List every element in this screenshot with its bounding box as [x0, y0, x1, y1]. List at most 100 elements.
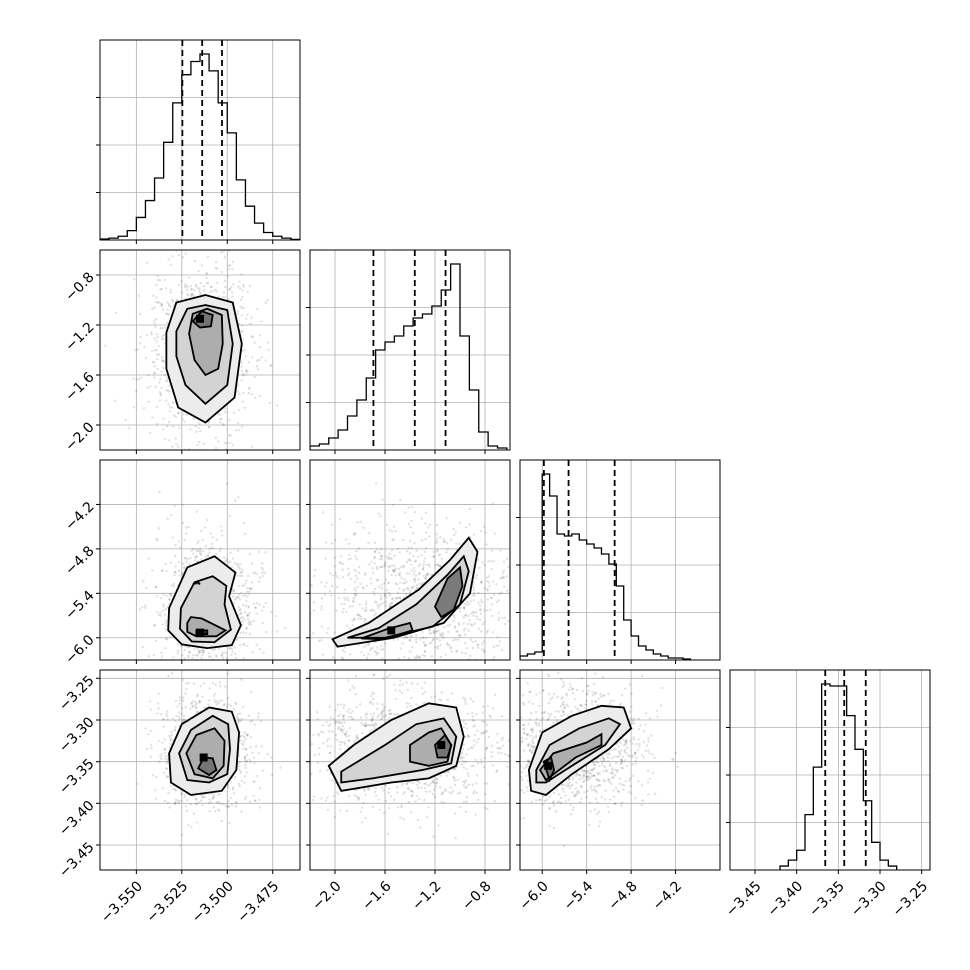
scatter-point: [538, 724, 541, 727]
scatter-point: [371, 715, 375, 719]
pair-panel-3-2: −6.0 −5.4 −4.8 −4.2: [486, 669, 721, 914]
scatter-point: [200, 648, 203, 652]
scatter-point: [304, 707, 306, 709]
scatter-point: [193, 682, 196, 685]
scatter-point: [365, 674, 367, 676]
scatter-point: [144, 606, 147, 610]
scatter-point: [486, 698, 488, 700]
scatter-point: [464, 697, 467, 701]
scatter-point: [145, 477, 147, 479]
scatter-point: [329, 716, 333, 720]
scatter-point: [592, 763, 596, 767]
scatter-point: [373, 650, 376, 653]
scatter-point: [156, 611, 159, 614]
scatter-point: [521, 739, 525, 743]
scatter-point: [251, 651, 254, 654]
scatter-point: [424, 667, 426, 669]
scatter-point: [453, 783, 457, 787]
scatter-point: [486, 588, 489, 591]
scatter-point: [212, 648, 215, 652]
scatter-point: [253, 723, 256, 726]
scatter-point: [305, 543, 307, 545]
scatter-point: [486, 807, 489, 811]
scatter-point: [588, 772, 592, 775]
scatter-point: [571, 687, 575, 691]
scatter-point: [262, 574, 265, 578]
scatter-point: [244, 373, 247, 376]
scatter-point: [481, 561, 484, 564]
scatter-point: [353, 533, 357, 536]
scatter-point: [621, 783, 624, 786]
scatter-point: [582, 780, 585, 784]
pair-panel-2-1: [305, 459, 511, 676]
scatter-point: [226, 672, 230, 675]
scatter-point: [194, 797, 197, 801]
scatter-point: [172, 582, 176, 586]
scatter-point: [449, 646, 452, 649]
scatter-point: [407, 522, 411, 526]
scatter-point: [352, 597, 356, 600]
scatter-point: [172, 457, 174, 459]
scatter-point: [257, 580, 261, 583]
scatter-point: [355, 705, 358, 709]
scatter-point: [320, 581, 323, 584]
scatter-point: [241, 330, 244, 333]
scatter-point: [371, 571, 375, 574]
scatter-point: [325, 581, 328, 585]
scatter-point: [593, 774, 596, 777]
scatter-point: [483, 587, 487, 590]
scatter-point: [562, 700, 565, 704]
scatter-point: [617, 790, 620, 794]
scatter-point: [478, 618, 482, 621]
scatter-point: [487, 735, 491, 739]
scatter-point: [427, 573, 430, 576]
scatter-point: [368, 787, 371, 790]
scatter-point: [381, 648, 385, 651]
scatter-point: [143, 346, 146, 349]
scatter-point: [160, 655, 164, 658]
scatter-point: [242, 734, 245, 738]
scatter-point: [512, 747, 514, 749]
scatter-point: [155, 639, 158, 643]
scatter-point: [555, 719, 559, 722]
scatter-point: [409, 650, 412, 653]
scatter-point: [438, 565, 442, 568]
scatter-point: [404, 634, 407, 638]
scatter-point: [507, 754, 510, 757]
scatter-point: [388, 713, 391, 716]
scatter-point: [472, 739, 476, 742]
scatter-point: [209, 532, 212, 535]
scatter-point: [189, 427, 192, 431]
scatter-point: [485, 576, 489, 579]
scatter-point: [388, 605, 392, 608]
scatter-point: [562, 710, 565, 713]
scatter-point: [357, 571, 361, 575]
scatter-point: [155, 422, 159, 426]
scatter-point: [204, 271, 208, 275]
scatter-point: [334, 720, 338, 724]
scatter-point: [522, 816, 526, 820]
scatter-point: [397, 567, 401, 571]
scatter-point: [463, 602, 467, 606]
scatter-point: [401, 589, 405, 592]
scatter-point: [490, 691, 492, 693]
scatter-point: [149, 431, 152, 434]
scatter-point: [418, 572, 422, 575]
scatter-point: [586, 771, 589, 774]
scatter-point: [248, 285, 252, 288]
scatter-point: [224, 286, 227, 289]
scatter-point: [494, 766, 496, 768]
panel-frame: [519, 459, 721, 661]
scatter-point: [247, 620, 251, 623]
scatter-point: [526, 779, 530, 782]
scatter-point: [530, 728, 533, 731]
scatter-point: [246, 590, 249, 593]
scatter-point: [560, 801, 563, 805]
scatter-point: [198, 440, 201, 444]
scatter-point: [423, 654, 426, 658]
scatter-point: [624, 740, 627, 743]
scatter-point: [194, 802, 198, 805]
scatter-point: [393, 798, 396, 802]
scatter-point: [642, 740, 645, 744]
scatter-point: [218, 681, 222, 684]
